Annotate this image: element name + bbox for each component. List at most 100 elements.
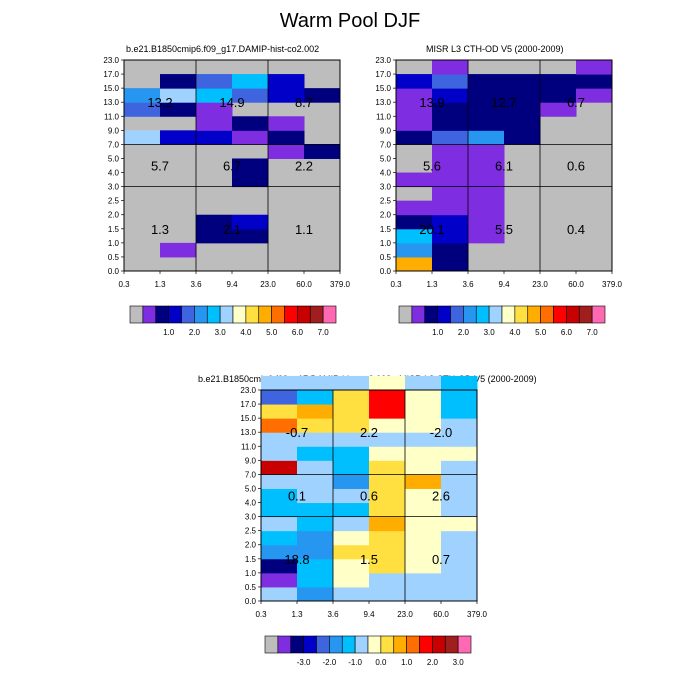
colorbar-swatch [553, 305, 567, 324]
colorbar-swatch [206, 305, 221, 324]
heatmap-cell [405, 572, 442, 588]
heatmap-cell [441, 460, 478, 475]
y-tick-label: 0.5 [108, 253, 120, 262]
heatmap-cell [396, 116, 433, 131]
heatmap-cell [441, 446, 478, 461]
heatmap-cell [441, 502, 478, 518]
x-tick-label: 0.3 [390, 280, 402, 289]
colorbar-label: 6.0 [561, 328, 573, 337]
heatmap-cell [432, 116, 469, 131]
group-total-label: 6.7 [567, 95, 585, 110]
colorbar-swatch [277, 635, 292, 654]
heatmap-cell [432, 256, 469, 272]
heatmap-cell [369, 474, 406, 489]
heatmap-cell [261, 572, 298, 588]
heatmap-cell [261, 418, 298, 433]
colorbar-label: 3.0 [484, 328, 496, 337]
colorbar-label: 2.0 [189, 328, 201, 337]
colorbar-swatch [450, 305, 464, 324]
heatmap-cell [232, 158, 269, 174]
heatmap-cell [468, 186, 505, 202]
group-total-label: 5.7 [151, 159, 169, 174]
heatmap-cell [160, 130, 197, 145]
heatmap-cell [441, 530, 478, 546]
colorbar-label: 5.0 [266, 328, 278, 337]
heatmap-cell [405, 586, 442, 602]
heatmap-cell [369, 390, 406, 405]
y-tick-label: 1.0 [245, 569, 257, 578]
colorbar-label: 7.0 [318, 328, 330, 337]
heatmap-cell [261, 375, 298, 391]
colorbar-swatch [398, 305, 413, 324]
heatmap-cell [405, 516, 442, 532]
colorbar-swatch [341, 635, 356, 654]
group-total-label: 12.7 [491, 95, 516, 110]
heatmap-cell [576, 74, 613, 89]
group-total-label: 14.9 [219, 95, 244, 110]
y-tick-label: 11.0 [104, 112, 120, 121]
heatmap-cell [441, 544, 478, 560]
group-total-label: 0.7 [432, 552, 450, 567]
colorbar-swatch [540, 305, 554, 324]
heatmap-cell [405, 530, 442, 546]
heatmap-cell [441, 474, 478, 489]
y-tick-label: 17.0 [375, 70, 391, 79]
x-tick-label: 379.0 [330, 280, 351, 289]
colorbar-swatch [309, 305, 324, 324]
heatmap-cell [333, 460, 370, 475]
heatmap-cell [504, 102, 541, 117]
heatmap-cell [333, 544, 370, 560]
heatmap-cell [297, 572, 334, 588]
heatmap-cell [468, 130, 505, 145]
colorbar-swatch [432, 635, 446, 654]
heatmap-cell [441, 432, 478, 447]
x-tick-label: 379.0 [467, 610, 488, 619]
y-tick-label: 2.5 [245, 527, 257, 536]
y-tick-label: 1.5 [245, 555, 257, 564]
heatmap-cell [297, 558, 334, 574]
y-tick-label: 11.0 [376, 112, 392, 121]
heatmap-cell [333, 488, 370, 504]
heatmap-cell [268, 88, 305, 103]
heatmap-cell [297, 586, 334, 602]
y-tick-label: 2.0 [380, 211, 392, 220]
colorbar-swatch [393, 635, 407, 654]
colorbar-swatch [232, 305, 247, 324]
heatmap-cell [333, 390, 370, 405]
heatmap-cell [468, 214, 505, 230]
colorbar-swatch [264, 635, 279, 654]
y-tick-label: 2.5 [108, 197, 120, 206]
y-tick-label: 17.0 [103, 70, 119, 79]
heatmap-cell [261, 586, 298, 602]
heatmap-cell [432, 130, 469, 145]
heatmap-cell [304, 88, 341, 103]
x-tick-label: 23.0 [260, 280, 276, 289]
heatmap-cell [369, 488, 406, 504]
colorbar-label: 5.0 [535, 328, 547, 337]
heatmap-cell [432, 242, 469, 258]
y-tick-label: 5.0 [245, 484, 257, 493]
heatmap-cell [297, 516, 334, 532]
colorbar-swatch [129, 305, 144, 324]
group-total-label: 2.1 [223, 222, 241, 237]
heatmap-cell [405, 460, 442, 475]
colorbar-swatch [142, 305, 157, 324]
colorbar-swatch [424, 305, 438, 324]
colorbar-label: -3.0 [297, 658, 311, 667]
heatmap-cell [196, 102, 233, 117]
heatmap-cell [261, 544, 298, 560]
group-total-label: 5.5 [495, 222, 513, 237]
heatmap-cell [405, 474, 442, 489]
heatmap-cell [268, 144, 305, 159]
heatmap-cell [333, 530, 370, 546]
heatmap-cell [297, 390, 334, 405]
colorbar-swatch [566, 305, 580, 324]
x-tick-label: 60.0 [433, 610, 449, 619]
x-tick-label: 3.6 [327, 610, 339, 619]
y-tick-label: 13.0 [103, 98, 119, 107]
y-tick-label: 15.0 [375, 84, 391, 93]
heatmap-cell [396, 200, 433, 216]
colorbar-swatch [501, 305, 516, 324]
y-tick-label: 13.0 [240, 428, 256, 437]
heatmap-cell [432, 74, 469, 89]
